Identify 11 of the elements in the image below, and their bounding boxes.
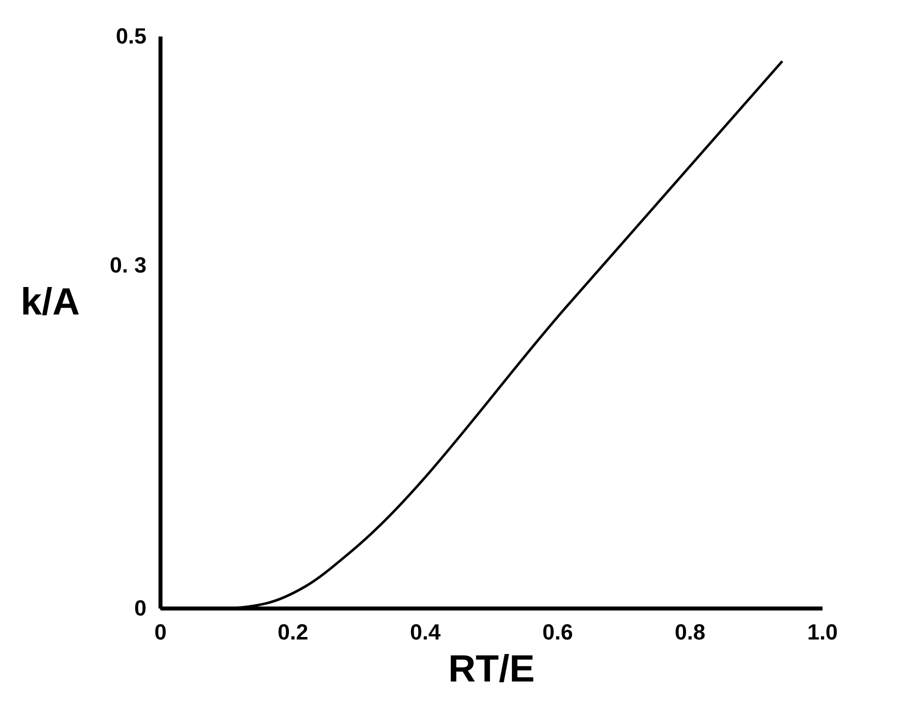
x-tick-label: 0.4 (410, 620, 442, 644)
x-tick-label: 0 (154, 620, 167, 644)
x-tick-label: 0.8 (674, 620, 706, 644)
y-tick-label: 0.5 (116, 24, 146, 48)
y-axis-title: k/A (20, 282, 80, 324)
y-tick-label: 0 (134, 596, 146, 620)
x-tick-label: 0.2 (278, 620, 308, 644)
x-axis-title: RT/E (448, 648, 535, 690)
x-tick-label: 0.6 (542, 620, 573, 644)
x-tick-label: 1.0 (807, 620, 838, 644)
y-tick-label: 0. 3 (110, 252, 146, 278)
